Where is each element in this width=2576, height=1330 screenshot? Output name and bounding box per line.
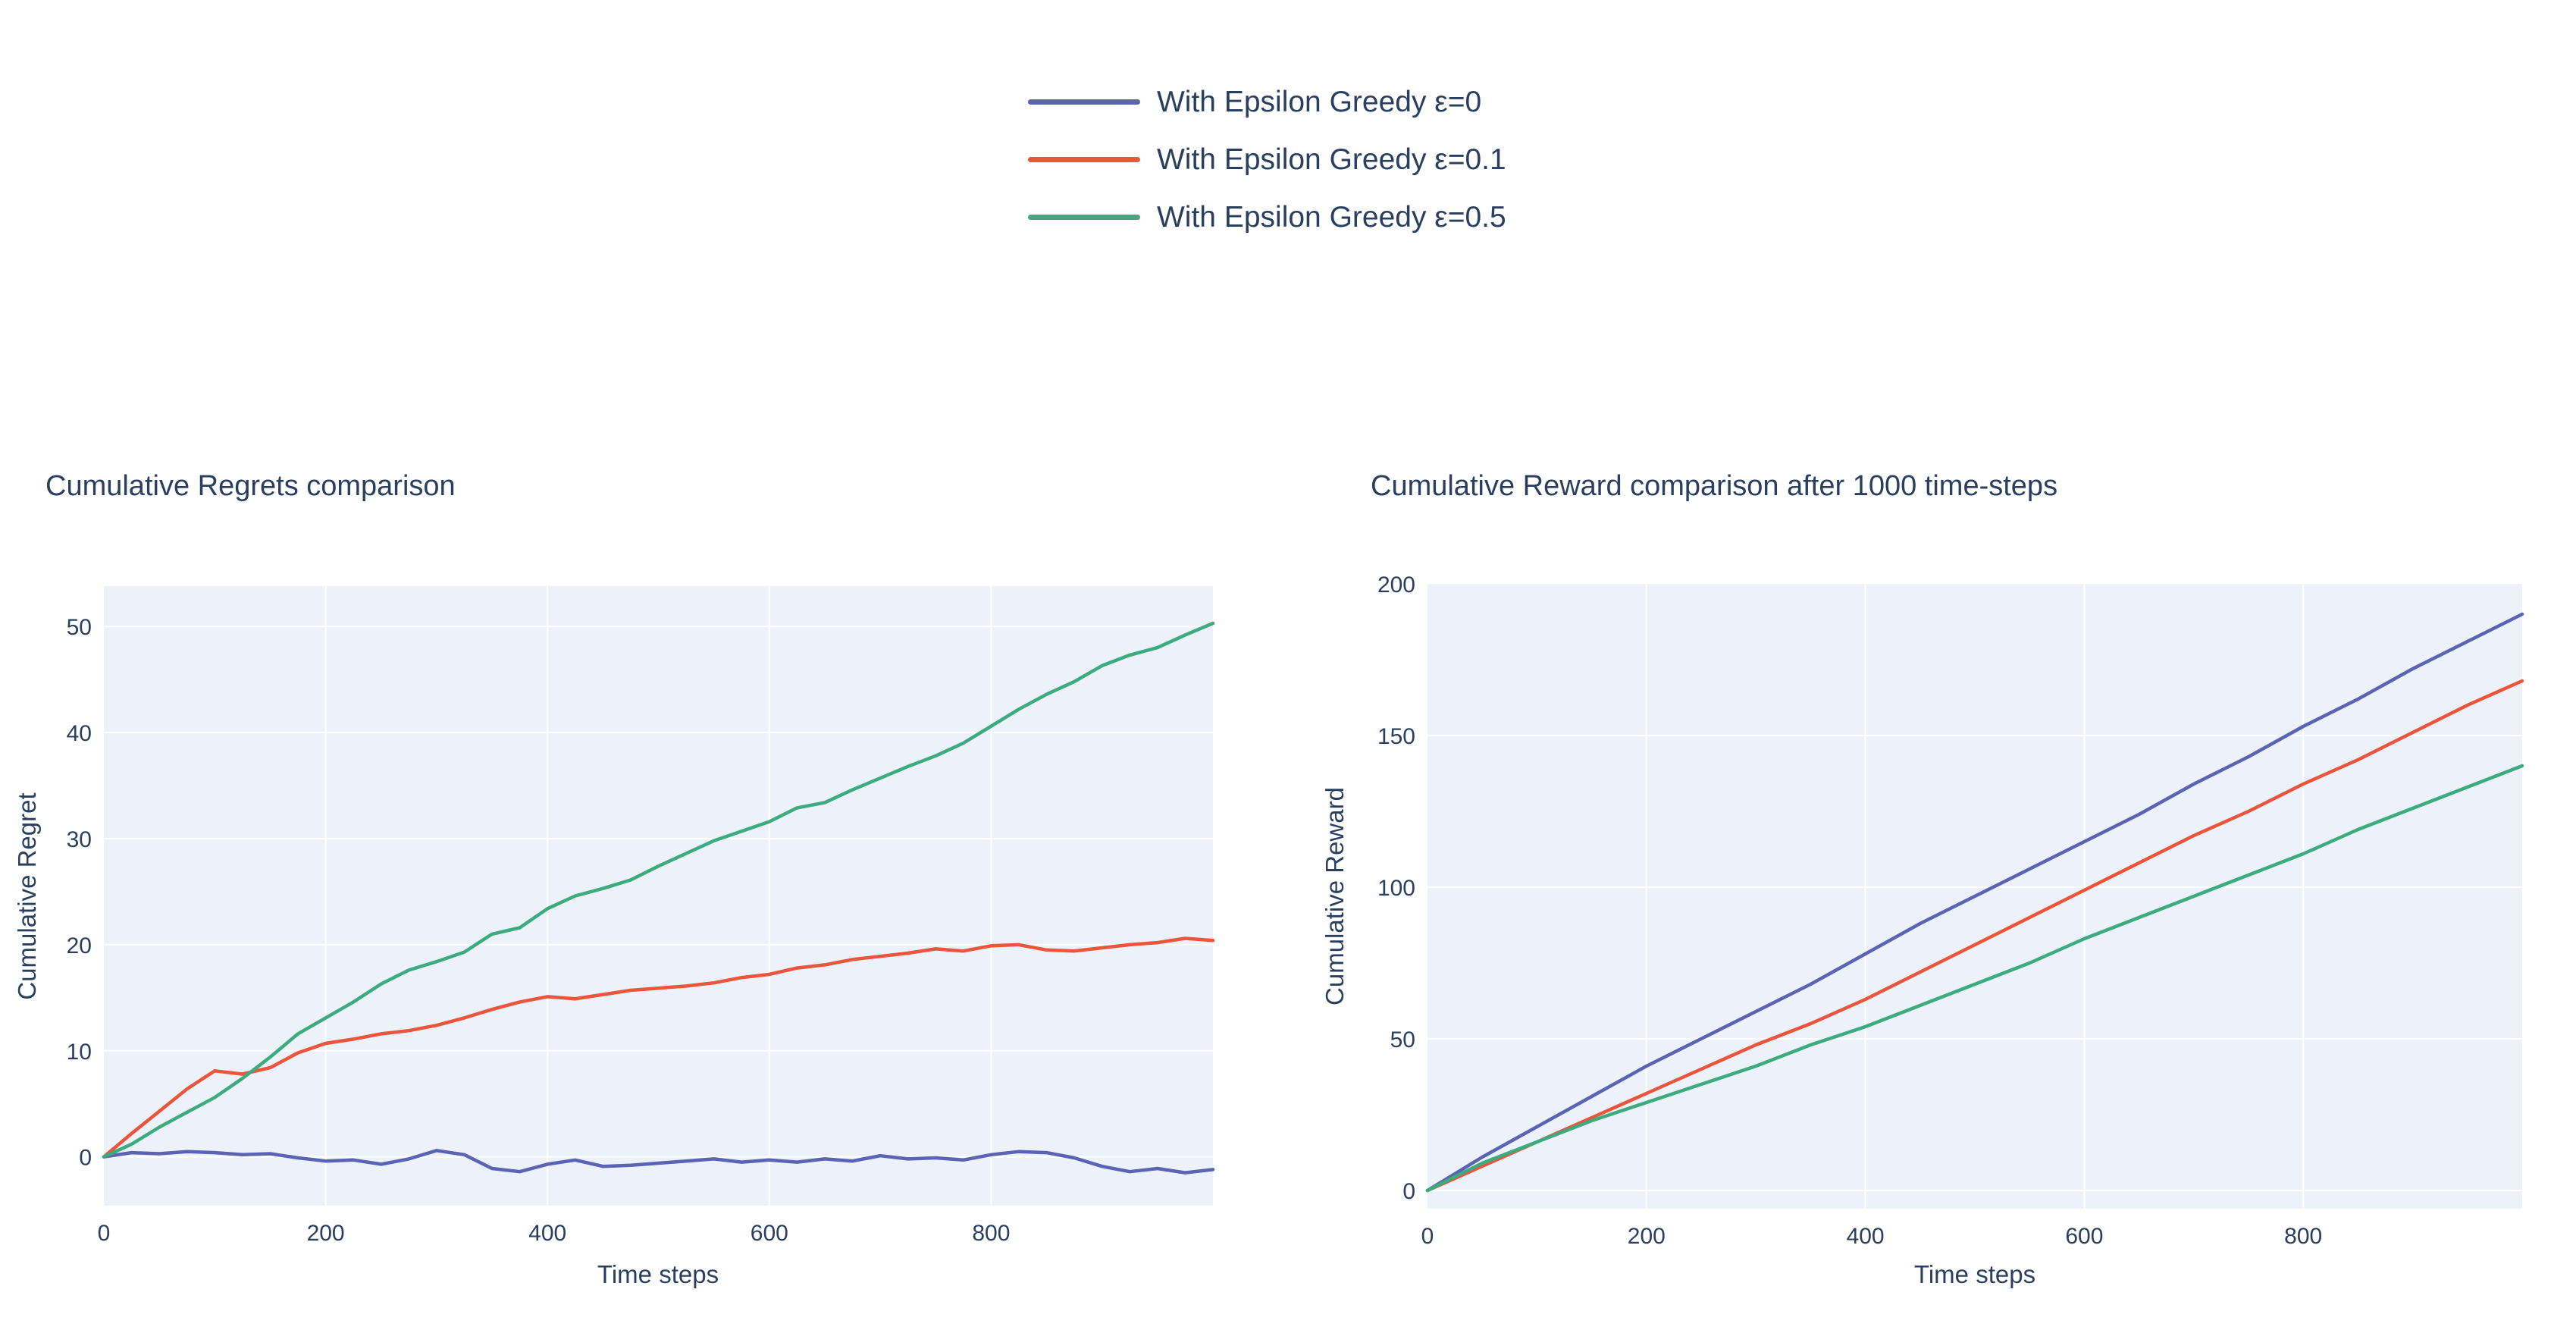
legend-line-swatch [1028, 214, 1140, 220]
series-line-2[interactable] [1425, 764, 2524, 1193]
legend-item-0[interactable]: With Epsilon Greedy ε=0 [1028, 73, 1506, 130]
x-tick-label: 0 [98, 1221, 111, 1246]
series-line-0[interactable] [1425, 612, 2524, 1193]
legend-line-swatch [1028, 99, 1140, 105]
y-tick-label: 150 [1377, 724, 1415, 749]
y-tick-label: 200 [1377, 572, 1415, 598]
y-tick-label: 40 [67, 721, 92, 746]
legend-item-1[interactable]: With Epsilon Greedy ε=0.1 [1028, 130, 1506, 188]
x-tick-label: 800 [972, 1221, 1010, 1246]
y-tick-label: 50 [67, 615, 92, 640]
x-tick-label: 200 [1628, 1224, 1666, 1249]
series-line-1[interactable] [1425, 679, 2524, 1193]
right-chart-title: Cumulative Reward comparison after 1000 … [1371, 470, 2058, 502]
x-tick-label: 0 [1421, 1224, 1434, 1249]
right-x-axis-title: Time steps [1913, 1260, 2036, 1288]
x-tick-label: 400 [528, 1221, 566, 1246]
y-tick-label: 10 [67, 1040, 92, 1065]
y-tick-label: 20 [67, 933, 92, 958]
series-line-2[interactable] [102, 621, 1215, 1159]
left-chart-title: Cumulative Regrets comparison [45, 470, 456, 502]
y-tick-label: 50 [1390, 1027, 1415, 1052]
x-tick-label: 600 [751, 1221, 788, 1246]
y-tick-label: 0 [79, 1146, 92, 1171]
x-tick-label: 800 [2284, 1224, 2322, 1249]
x-tick-label: 600 [2065, 1224, 2103, 1249]
chart-legend: With Epsilon Greedy ε=0 With Epsilon Gree… [1028, 73, 1506, 246]
legend-label: With Epsilon Greedy ε=0.5 [1157, 200, 1506, 234]
legend-label: With Epsilon Greedy ε=0.1 [1157, 143, 1506, 176]
left-x-axis-title: Time steps [597, 1260, 719, 1288]
x-tick-label: 400 [1847, 1224, 1885, 1249]
y-tick-label: 30 [67, 827, 92, 852]
legend-line-swatch [1028, 156, 1140, 162]
x-tick-label: 200 [307, 1221, 345, 1246]
plot-area[interactable] [104, 586, 1213, 1206]
y-tick-label: 100 [1377, 876, 1415, 901]
series-line-0[interactable] [102, 1149, 1215, 1175]
legend-label: With Epsilon Greedy ε=0 [1157, 85, 1482, 118]
legend-item-2[interactable]: With Epsilon Greedy ε=0.5 [1028, 188, 1506, 246]
series-line-1[interactable] [102, 936, 1215, 1159]
y-tick-label: 0 [1402, 1179, 1415, 1204]
